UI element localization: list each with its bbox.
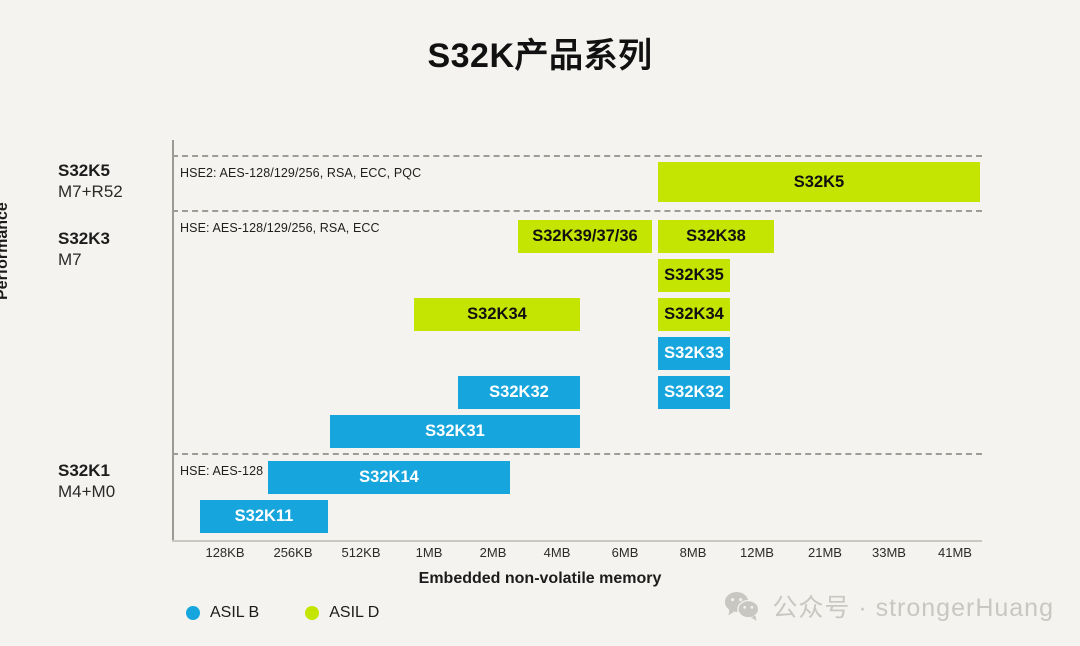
legend-label: ASIL D (329, 604, 380, 621)
bar-s32k14[interactable]: S32K14 (268, 461, 510, 494)
bar-s32k32[interactable]: S32K32 (658, 376, 730, 409)
band-divider-2 (172, 453, 982, 455)
group-name: S32K1 (58, 461, 110, 480)
group-name: S32K3 (58, 229, 110, 248)
group-core: M7 (58, 250, 82, 269)
x-tick-128kb: 128KB (205, 545, 245, 560)
x-tick-8mb: 8MB (679, 545, 707, 560)
legend-item-asil-b: ASIL B (186, 604, 259, 622)
x-tick-4mb: 4MB (543, 545, 571, 560)
group-name: S32K5 (58, 161, 110, 180)
bar-s32k11[interactable]: S32K11 (200, 500, 328, 533)
x-axis-title: Embedded non-volatile memory (418, 570, 662, 587)
bar-s32k34[interactable]: S32K34 (658, 298, 730, 331)
x-tick-512kb: 512KB (341, 545, 381, 560)
bar-s32k5[interactable]: S32K5 (658, 162, 980, 202)
group-label-s32k5: S32K5 M7+R52 (58, 160, 168, 203)
legend: ASIL B ASIL D (186, 604, 379, 622)
x-tick-256kb: 256KB (273, 545, 313, 560)
legend-label: ASIL B (210, 604, 260, 621)
x-tick-12mb: 12MB (740, 545, 774, 560)
x-tick-6mb: 6MB (611, 545, 639, 560)
legend-dot-icon (305, 606, 320, 620)
group-label-s32k3: S32K3 M7 (58, 228, 168, 271)
y-axis-title: Performance (0, 202, 11, 300)
bar-s32k33[interactable]: S32K33 (658, 337, 730, 370)
hse-note-2: HSE: AES-128 (180, 464, 264, 478)
x-tick-21mb: 21MB (808, 545, 842, 560)
bar-s32k32[interactable]: S32K32 (458, 376, 580, 409)
legend-item-asil-d: ASIL D (305, 604, 379, 622)
bar-s32k31[interactable]: S32K31 (330, 415, 580, 448)
x-tick-2mb: 2MB (479, 545, 507, 560)
bar-s32k35[interactable]: S32K35 (658, 259, 730, 292)
bar-s32k38[interactable]: S32K38 (658, 220, 774, 253)
group-core: M7+R52 (58, 182, 123, 201)
hse-note-0: HSE2: AES-128/129/256, RSA, ECC, PQC (180, 166, 422, 180)
x-tick-41mb: 41MB (938, 545, 972, 560)
bar-s32k39-37-36[interactable]: S32K39/37/36 (518, 220, 652, 253)
watermark: 公众号 · strongerHuang (724, 588, 1054, 624)
y-axis-line (172, 140, 174, 540)
bar-s32k34[interactable]: S32K34 (414, 298, 580, 331)
group-label-s32k1: S32K1 M4+M0 (58, 460, 168, 503)
band-divider-1 (172, 210, 982, 212)
band-divider-0 (172, 155, 982, 157)
group-core: M4+M0 (58, 482, 116, 501)
legend-dot-icon (186, 606, 200, 620)
hse-note-1: HSE: AES-128/129/256, RSA, ECC (180, 221, 380, 235)
page-title: S32K产品系列 (427, 37, 653, 75)
x-axis-line (172, 540, 982, 542)
watermark-text: 公众号 · strongerHuang (772, 594, 1054, 622)
x-tick-1mb: 1MB (415, 545, 443, 560)
wechat-icon (724, 591, 760, 621)
x-tick-33mb: 33MB (872, 545, 906, 560)
